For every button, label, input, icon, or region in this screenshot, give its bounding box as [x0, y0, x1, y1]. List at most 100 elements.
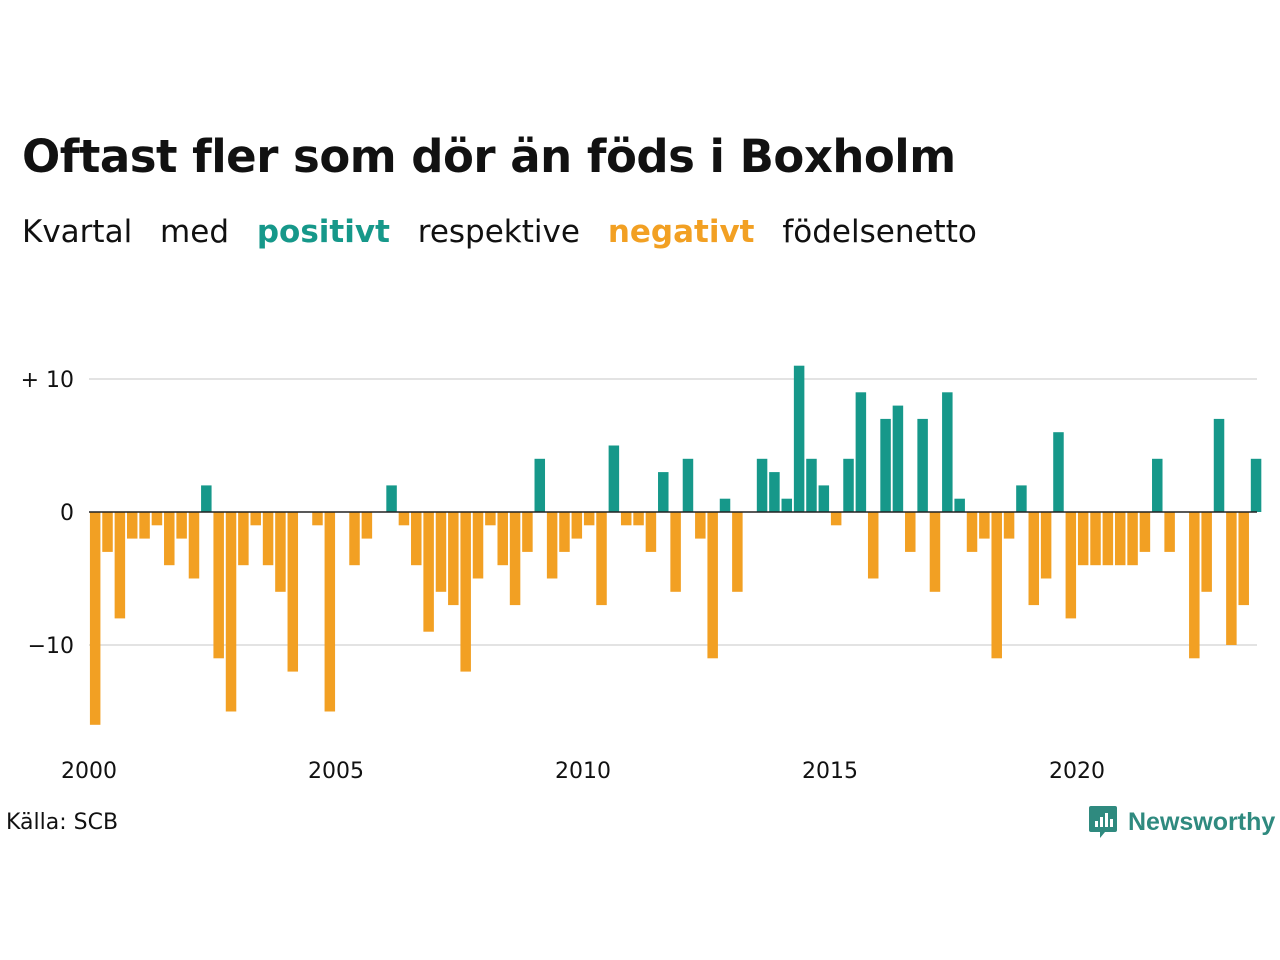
bar-positive [756, 458, 768, 512]
bar-positive [769, 472, 780, 512]
bar-positive [942, 392, 953, 512]
bar-negative [1189, 512, 1200, 659]
bar-negative [991, 512, 1002, 659]
bar-negative [1028, 512, 1040, 606]
bar-positive [1053, 432, 1064, 512]
y-axis-labels: + 10 0 −10 [21, 368, 74, 659]
bar-negative [411, 512, 422, 566]
bar-positive [892, 405, 904, 512]
x-tick-label: 2000 [61, 759, 117, 784]
bar-negative [213, 512, 224, 659]
newsworthy-logo-icon [1089, 806, 1117, 838]
bar-positive [954, 498, 965, 512]
bar-positive [658, 472, 669, 512]
bar-negative [571, 512, 583, 539]
bar-negative [509, 512, 521, 606]
bar-negative [707, 512, 718, 659]
bar-negative [262, 512, 274, 566]
bar-positive [1250, 458, 1262, 512]
bar-negative [361, 512, 373, 539]
bar-negative [979, 512, 990, 539]
bar-negative [324, 512, 336, 712]
subtitle-text-med: med [160, 214, 229, 250]
bar-negative [1003, 512, 1015, 539]
subtitle-negative-word: negativt [607, 214, 755, 250]
bar-negative [472, 512, 484, 579]
x-tick-label: 2005 [308, 759, 364, 784]
bar-positive [880, 418, 891, 512]
bar-positive [386, 485, 397, 512]
bar-positive [917, 418, 928, 512]
bar-negative [1102, 512, 1114, 566]
subtitle-positive-word: positivt [256, 214, 390, 250]
bar-positive [534, 458, 546, 512]
bar-negative [1164, 512, 1175, 552]
subtitle-text-respektive: respektive [417, 214, 580, 250]
bar-negative [151, 512, 163, 526]
x-tick-label: 2010 [555, 759, 611, 784]
bar-negative [1065, 512, 1077, 619]
bar-negative [596, 512, 607, 606]
bar-negative [1201, 512, 1212, 592]
bar-negative [620, 512, 632, 526]
bar-negative [1238, 512, 1249, 606]
bar-negative [645, 512, 657, 552]
bar-negative [1139, 512, 1151, 552]
bar-negative [1114, 512, 1126, 566]
bar-negative [275, 512, 286, 592]
bar-positive [1213, 418, 1225, 512]
bar-positive [608, 445, 620, 512]
bar-positive [818, 485, 830, 512]
bar-negative [559, 512, 570, 552]
bar-negative [398, 512, 410, 526]
bar-negative [966, 512, 978, 552]
bar-negative [435, 512, 447, 592]
bar-negative [89, 512, 101, 725]
x-tick-label: 2020 [1049, 759, 1105, 784]
bar-negative [448, 512, 459, 606]
bar-positive [781, 498, 793, 512]
bar-negative [188, 512, 200, 579]
bar-negative [929, 512, 941, 592]
bar-negative [1127, 512, 1138, 566]
bar-negative [1226, 512, 1237, 645]
bar-negative [176, 512, 187, 539]
x-tick-label: 2015 [802, 759, 858, 784]
bar-negative [732, 512, 743, 592]
bar-positive [793, 365, 805, 512]
bar-negative [164, 512, 175, 566]
bar-positive [1016, 485, 1027, 512]
bar-negative [1040, 512, 1052, 579]
bar-negative [670, 512, 681, 592]
bar-negative [546, 512, 558, 579]
bar-negative [287, 512, 299, 672]
bar-negative [583, 512, 595, 526]
newsworthy-logo[interactable]: Newsworthy [1088, 804, 1275, 840]
bars-layer [89, 365, 1262, 725]
bar-positive [719, 498, 731, 512]
bar-negative [522, 512, 533, 552]
bar-negative [1077, 512, 1089, 566]
bar-positive [855, 392, 867, 512]
bar-negative [114, 512, 126, 619]
y-tick-label: + 10 [21, 368, 74, 393]
brand-name: Newsworthy [1128, 807, 1276, 836]
bar-negative [830, 512, 842, 526]
bar-positive [682, 458, 694, 512]
bar-positive [843, 458, 854, 512]
y-tick-label: −10 [28, 634, 74, 659]
subtitle-text-fodelsenetto: födelsenetto [782, 214, 977, 250]
bar-negative [423, 512, 434, 632]
bar-positive [201, 485, 212, 512]
chart-title: Oftast fler som dör än föds i Boxholm [22, 130, 956, 183]
bar-negative [695, 512, 706, 539]
bar-positive [806, 458, 817, 512]
bar-negative [1090, 512, 1101, 566]
x-axis-labels: 2000 2005 2010 2015 2020 [61, 759, 1105, 784]
bar-negative [460, 512, 471, 672]
y-tick-label: 0 [60, 501, 74, 526]
chart-subtitle: Kvartal med positivt respektive negativt… [22, 214, 995, 250]
bar-negative [633, 512, 644, 526]
bar-positive [1152, 458, 1163, 512]
